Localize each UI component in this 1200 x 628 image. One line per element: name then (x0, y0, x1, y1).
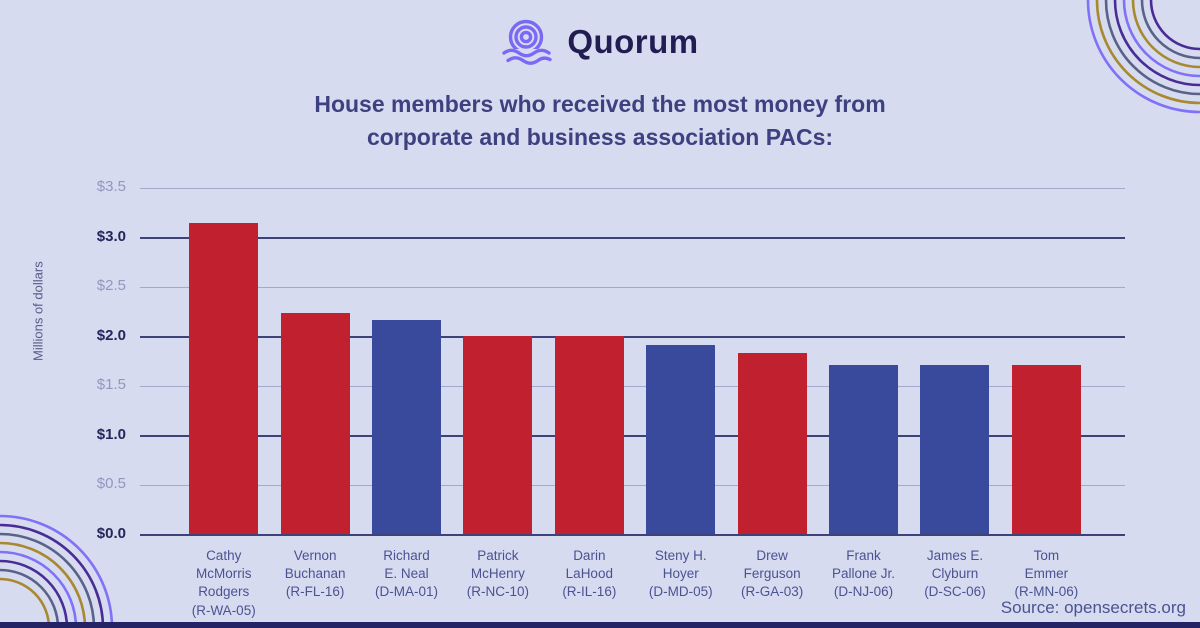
x-axis-label: Frank Pallone Jr. (D-NJ-06) (818, 547, 909, 620)
x-axis-label-line: Richard (383, 548, 430, 563)
x-axis-label-line: McMorris (195, 566, 252, 582)
y-tick-label: $2.5 (96, 277, 126, 295)
x-axis-label-line: McHenry (470, 566, 525, 582)
x-axis-label-line: Patrick (477, 548, 519, 563)
x-axis-label-line: Steny H. (654, 548, 707, 563)
y-tick-label: $0.5 (96, 475, 126, 493)
y-tick-label: $3.5 (96, 178, 126, 195)
x-axis-label-line: (R-NC-10) (466, 584, 530, 600)
x-axis-label-line: Cathy (206, 548, 242, 563)
corner-arcs-bottom-left-decoration (0, 514, 114, 628)
bar-slot (726, 188, 817, 534)
x-axis-label-line: (R-MN-06) (1014, 584, 1079, 600)
brand-header: Quorum (0, 16, 1200, 68)
x-axis-label-line: James E. (926, 548, 984, 563)
x-axis-label-line: Rodgers (198, 584, 250, 600)
bar-slot (178, 188, 269, 534)
brand-wordmark: Quorum (567, 23, 699, 60)
decorative-arc (0, 532, 96, 628)
bar-frank-pallonejr (829, 365, 899, 534)
gridline-0.5 (140, 485, 1125, 487)
y-tick-label: $2.0 (96, 326, 126, 344)
x-axis-label: Steny H. Hoyer (D-MD-05) (635, 547, 726, 620)
bar-drew-ferguson (737, 352, 807, 534)
x-axis-label: Darin LaHood (R-IL-16) (544, 547, 635, 620)
x-axis-label-line: Clyburn (931, 566, 979, 582)
y-tick-label: $3.0 (96, 227, 126, 245)
bar-stenyh-hoyer (646, 344, 716, 534)
x-axis-label-line: (D-MD-05) (648, 584, 713, 600)
bar-slot (269, 188, 360, 534)
decorative-arc (0, 577, 51, 628)
bar-tom-emmer (1011, 365, 1081, 534)
bar-cathy-mcmorris-rodgers (189, 222, 259, 534)
x-axis-label: Vernon Buchanan (R-FL-16) (269, 547, 360, 620)
gridline-0.0 (140, 534, 1125, 536)
y-tick-label: $1.5 (96, 376, 126, 394)
decorative-arc (0, 559, 69, 628)
y-tick-label: $1.0 (96, 425, 126, 443)
x-axis-label-line: Vernon (293, 548, 337, 563)
bar-slot (361, 188, 452, 534)
x-axis-label: Richard E. Neal (D-MA-01) (361, 547, 452, 620)
bar-vernon-buchanan (280, 312, 350, 534)
bar-slot (544, 188, 635, 534)
bar-slot (1001, 188, 1092, 534)
bar-slot (452, 188, 543, 534)
bar-patrick-mchenry (463, 335, 533, 534)
bar-slot (909, 188, 1000, 534)
gridline-2.5 (140, 287, 1125, 289)
decorative-arc (0, 568, 60, 628)
x-axis-label-line: LaHood (565, 566, 613, 582)
x-axis-label: Cathy McMorris Rodgers (R-WA-05) (178, 547, 269, 620)
bar-richard-eneal (372, 319, 442, 534)
x-axis-label: Drew Ferguson (R-GA-03) (726, 547, 817, 620)
x-axis-labels: Cathy McMorris Rodgers (R-WA-05) Vernon Bucha… (178, 547, 1092, 620)
x-axis-label-line: Pallone Jr. (832, 566, 896, 582)
x-axis-label: Tom Emmer (R-MN-06) (1001, 547, 1092, 620)
x-axis-label-line: (D-SC-06) (924, 584, 986, 600)
chart-title: House members who received the most mone… (0, 88, 1200, 155)
y-tick-label: $0.0 (96, 525, 126, 542)
x-axis-label-line: (D-NJ-06) (833, 584, 894, 600)
chart-title-line2: corporate and business association PACs: (366, 124, 834, 151)
x-axis-label-line: Drew (756, 548, 788, 563)
decorative-arc (0, 550, 78, 628)
quorum-logo-icon (501, 19, 554, 66)
plot-area: $3.5 $3.0 $2.5 $2.0 $1.5 $1.0 $0.5 $0.0 (97, 178, 1125, 542)
chart-title-line1: House members who received the most mone… (314, 91, 886, 117)
gridline-3.0 (140, 236, 1125, 239)
bar-darin-lahood (554, 335, 624, 534)
x-axis-label-line: Emmer (1024, 566, 1069, 582)
x-axis-label-line: E. Neal (384, 566, 429, 582)
x-axis-label-line: Darin (573, 548, 606, 563)
gridline-1.5 (140, 386, 1125, 388)
bottom-edge-strip (0, 622, 1200, 628)
x-axis-label: James E. Clyburn (D-SC-06) (909, 547, 1000, 620)
bars-container (178, 188, 1092, 534)
y-axis-label: Millions of dollars (30, 261, 46, 361)
x-axis-label-line: (D-MA-01) (375, 584, 439, 600)
x-axis-label-line: (R-GA-03) (741, 584, 804, 600)
decorative-arc (0, 541, 87, 628)
gridline-3.5 (140, 188, 1125, 189)
x-axis-label-line: Tom (1033, 548, 1060, 563)
x-axis-label-line: Hoyer (662, 566, 699, 582)
x-axis-label-line: (R-WA-05) (191, 602, 256, 618)
x-axis-label: Patrick McHenry (R-NC-10) (452, 547, 543, 620)
x-axis-label-line: Buchanan (284, 566, 346, 582)
source-attribution: Source: opensecrets.org (1000, 598, 1186, 617)
gridline-1.0 (140, 434, 1125, 437)
bar-jamese-clyburn (920, 365, 990, 534)
x-axis-label-line: (R-IL-16) (562, 584, 617, 600)
gridline-2.0 (140, 335, 1125, 338)
bar-slot (635, 188, 726, 534)
x-axis-label-line: Frank (846, 548, 881, 563)
bar-slot (818, 188, 909, 534)
x-axis-label-line: (R-FL-16) (285, 584, 345, 600)
x-axis-label-line: Ferguson (743, 566, 801, 582)
